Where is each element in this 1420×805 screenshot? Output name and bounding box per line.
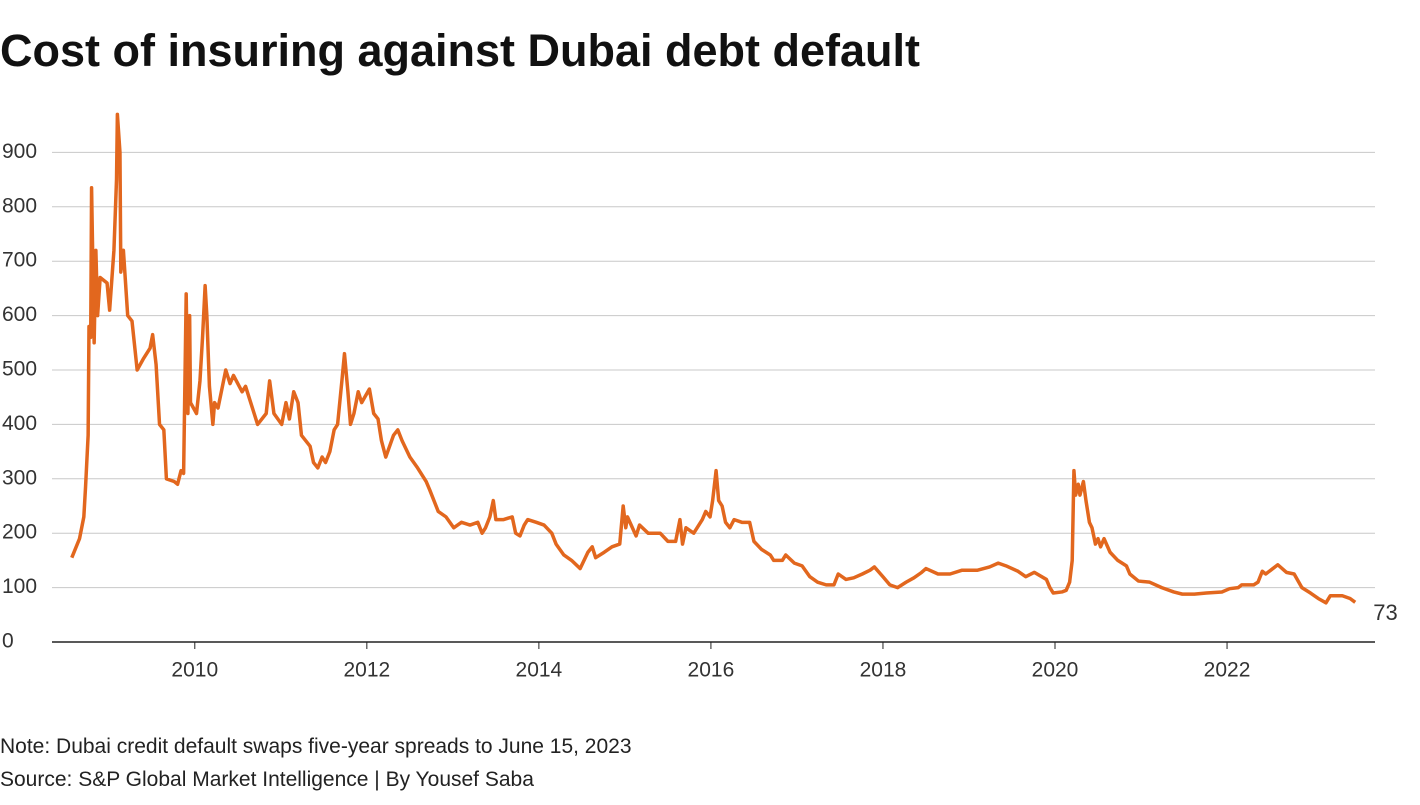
x-tick-label: 2014: [516, 659, 563, 682]
y-tick-label: 0: [2, 630, 14, 653]
x-tick-label: 2010: [171, 659, 218, 682]
x-tick-label: 2012: [343, 659, 390, 682]
x-tick-label: 2016: [688, 659, 735, 682]
y-tick-label: 100: [2, 575, 37, 598]
source: Source: S&P Global Market Intelligence |…: [0, 768, 534, 791]
x-tick-label: 2020: [1032, 659, 1079, 682]
chart-title: Cost of insuring against Dubai debt defa…: [0, 25, 920, 76]
y-tick-label: 300: [2, 466, 37, 489]
x-tick-label: 2018: [860, 659, 907, 682]
y-tick-label: 700: [2, 249, 37, 272]
data-line: [70, 112, 1357, 605]
y-tick-label: 900: [2, 140, 37, 163]
y-tick-label: 500: [2, 358, 37, 381]
y-tick-label: 400: [2, 412, 37, 435]
y-tick-label: 600: [2, 303, 37, 326]
y-tick-label: 800: [2, 194, 37, 217]
x-tick-label: 2022: [1204, 659, 1251, 682]
y-tick-label: 200: [2, 521, 37, 544]
end-value-label: 73: [1373, 600, 1397, 625]
note: Note: Dubai credit default swaps five-ye…: [0, 735, 632, 758]
